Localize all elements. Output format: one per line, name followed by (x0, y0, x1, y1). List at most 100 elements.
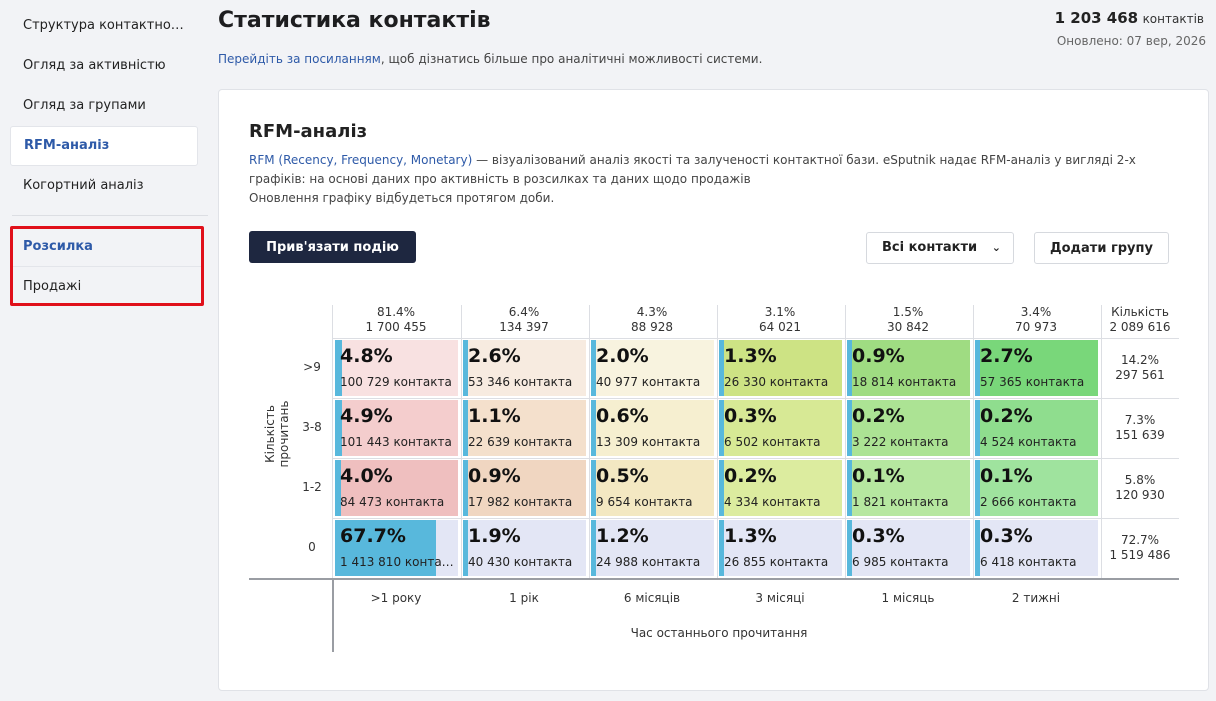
heatmap-cell[interactable]: 2.6% 53 346 контакта (463, 340, 586, 396)
cell-bar (975, 460, 980, 516)
column-total: 6.4% 134 397 (460, 305, 588, 335)
sidebar-subitem-mailing[interactable]: Розсилка (13, 228, 201, 265)
rfm-link[interactable]: RFM (Recency, Frequency, Monetary) (249, 153, 473, 167)
heatmap-cell[interactable]: 0.9% 17 982 контакта (463, 460, 586, 516)
rfm-card: RFM-аналіз RFM (Recency, Frequency, Mone… (218, 89, 1209, 691)
heatmap-cell[interactable]: 1.3% 26 330 контакта (719, 340, 842, 396)
cell-bar (975, 340, 980, 396)
column-total-count: 88 928 (631, 320, 673, 334)
cell-bar (463, 400, 468, 456)
sidebar-item-groups-overview[interactable]: Огляд за групами (10, 86, 198, 126)
cell-percent: 4.8% (340, 345, 393, 367)
sidebar-subitem-label: Розсилка (23, 239, 93, 254)
heatmap-cell[interactable]: 1.9% 40 430 контакта (463, 520, 586, 576)
heatmap-cell[interactable]: 0.5% 9 654 контакта (591, 460, 714, 516)
cell-count: 40 977 контакта (596, 375, 701, 389)
updated-date: Оновлено: 07 вер, 2026 (1056, 34, 1206, 48)
cell-bar (463, 340, 468, 396)
cell-bar (847, 460, 852, 516)
sidebar-item-rfm-analysis[interactable]: RFM-аналіз (10, 126, 198, 166)
heatmap-cell[interactable]: 0.6% 13 309 контакта (591, 400, 714, 456)
description-text: — візуалізований аналіз якості та залуче… (249, 153, 1136, 186)
row-total: 72.7% 1 519 486 (1101, 533, 1179, 563)
cell-bar (335, 400, 342, 456)
sidebar-item-cohort-analysis[interactable]: Когортний аналіз (10, 166, 198, 206)
heatmap-cell[interactable]: 2.7% 57 365 контакта (975, 340, 1098, 396)
row-total-count: 1 519 486 (1109, 548, 1171, 562)
sidebar-item-contact-structure[interactable]: Структура контактної бази (10, 6, 198, 46)
x-axis-title: Час останнього прочитання (630, 626, 808, 640)
sidebar-subitem-sales[interactable]: Продажі (13, 268, 201, 305)
cell-bar (591, 340, 596, 396)
page-subtitle: Перейдіть за посиланням, щоб дізнатись б… (218, 52, 762, 66)
heatmap-cell[interactable]: 0.1% 2 666 контакта (975, 460, 1098, 516)
analytics-link[interactable]: Перейдіть за посиланням (218, 52, 381, 66)
cell-percent: 1.2% (596, 525, 649, 547)
cell-percent: 1.3% (724, 345, 777, 367)
cell-count: 3 222 контакта (852, 435, 949, 449)
heatmap-cell[interactable]: 4.9% 101 443 контакта (335, 400, 458, 456)
heatmap-cell[interactable]: 67.7% 1 413 810 контакта (335, 520, 458, 576)
cell-bar (719, 400, 724, 456)
cell-count: 57 365 контакта (980, 375, 1085, 389)
column-total: 81.4% 1 700 455 (332, 305, 460, 335)
cell-bar (591, 400, 596, 456)
cell-percent: 0.3% (852, 525, 905, 547)
contacts-select[interactable]: Всі контакти ⌄ (866, 232, 1014, 264)
cell-bar (335, 460, 341, 516)
heatmap-cell[interactable]: 0.3% 6 985 контакта (847, 520, 970, 576)
cell-count: 4 334 контакта (724, 495, 821, 509)
sidebar-item-label: RFM-аналіз (24, 138, 110, 153)
cell-count: 26 855 контакта (724, 555, 829, 569)
heatmap-cell[interactable]: 1.2% 24 988 контакта (591, 520, 714, 576)
bind-event-button[interactable]: Прив'язати подію (249, 231, 416, 263)
heatmap-cell[interactable]: 0.3% 6 418 контакта (975, 520, 1098, 576)
highlight-box (10, 226, 204, 306)
sidebar-item-label: Огляд за активністю (23, 58, 166, 73)
grid-vline (332, 305, 333, 578)
cell-bar (975, 520, 980, 576)
cell-percent: 0.6% (596, 405, 649, 427)
page-title: Статистика контактів (218, 8, 491, 33)
column-total-count: 64 021 (759, 320, 801, 334)
heatmap-cell[interactable]: 0.2% 4 524 контакта (975, 400, 1098, 456)
heatmap-cell[interactable]: 0.3% 6 502 контакта (719, 400, 842, 456)
heatmap-cell[interactable]: 1.3% 26 855 контакта (719, 520, 842, 576)
x-tick-label: 6 місяців (623, 591, 681, 605)
sidebar-subitem-label: Продажі (23, 279, 82, 294)
heatmap-cell[interactable]: 0.1% 1 821 контакта (847, 460, 970, 516)
heatmap-cell[interactable]: 0.2% 4 334 контакта (719, 460, 842, 516)
heatmap-cell[interactable]: 4.8% 100 729 контакта (335, 340, 458, 396)
grid-hline (332, 398, 1179, 399)
card-title: RFM-аналіз (249, 121, 368, 142)
heatmap-cell[interactable]: 1.1% 22 639 контакта (463, 400, 586, 456)
quantity-header-count: 2 089 616 (1109, 320, 1171, 334)
heatmap-cell[interactable]: 0.9% 18 814 контакта (847, 340, 970, 396)
cell-percent: 2.0% (596, 345, 649, 367)
sidebar-item-activity-overview[interactable]: Огляд за активністю (10, 46, 198, 86)
cell-bar (975, 400, 980, 456)
cell-count: 24 988 контакта (596, 555, 701, 569)
column-total-pct: 81.4% (376, 305, 416, 319)
heatmap-cell[interactable]: 0.2% 3 222 контакта (847, 400, 970, 456)
row-total-count: 297 561 (1115, 368, 1165, 382)
quantity-header-label: Кількість (1111, 305, 1169, 319)
heatmap-cell[interactable]: 4.0% 84 473 контакта (335, 460, 458, 516)
cell-percent: 2.6% (468, 345, 521, 367)
sidebar-divider (12, 215, 208, 216)
x-tick-label: 2 тижні (1011, 591, 1061, 605)
column-total-pct: 1.5% (892, 305, 924, 319)
cell-bar (847, 400, 852, 456)
add-group-button[interactable]: Додати групу (1034, 232, 1169, 264)
x-axis-line (249, 578, 1179, 580)
cell-percent: 0.9% (852, 345, 905, 367)
sidebar-item-label: Когортний аналіз (23, 178, 144, 193)
row-label: 1-2 (302, 480, 322, 494)
row-total: 5.8% 120 930 (1101, 473, 1179, 503)
grid-vline (845, 305, 846, 578)
heatmap-cell[interactable]: 2.0% 40 977 контакта (591, 340, 714, 396)
cell-percent: 0.1% (980, 465, 1033, 487)
cell-count: 100 729 контакта (340, 375, 452, 389)
grid-hline (332, 518, 1179, 519)
row-total-count: 120 930 (1115, 488, 1165, 502)
